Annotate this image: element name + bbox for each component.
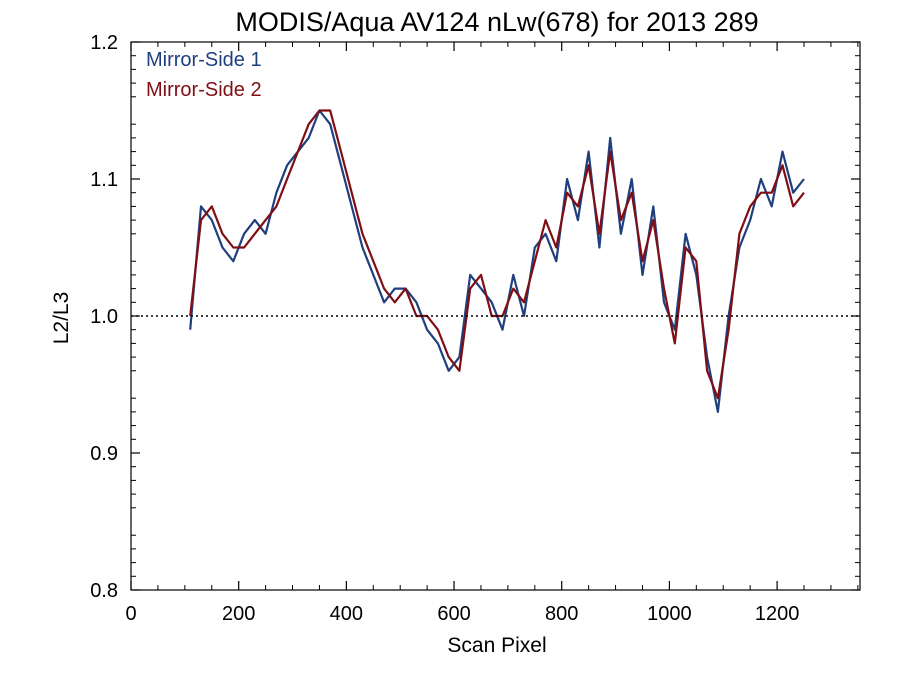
- y-axis-title: L2/L3: [50, 292, 73, 345]
- y-tick-label: 0.8: [90, 580, 118, 602]
- y-tick-label: 1.1: [90, 169, 118, 191]
- x-tick-label: 600: [437, 603, 470, 625]
- x-tick-label: 0: [125, 603, 136, 625]
- x-tick-label: 1200: [755, 603, 800, 625]
- x-axis-title: Scan Pixel: [447, 634, 546, 657]
- axis-tick-labels: 0 200 400 600 800 1000 1200 0.8 0.9 1.0 1.1 1.2: [90, 32, 799, 625]
- x-tick-label: 800: [545, 603, 578, 625]
- legend-entry-mirror-side-2: Mirror-Side 2: [146, 79, 262, 101]
- legend-entry-mirror-side-1: Mirror-Side 1: [146, 49, 262, 71]
- y-tick-label: 1.0: [90, 306, 118, 328]
- y-tick-label: 0.9: [90, 443, 118, 465]
- x-tick-label: 200: [222, 603, 255, 625]
- series-line-2: [189, 109, 805, 400]
- legend: Mirror-Side 1 Mirror-Side 2: [146, 49, 262, 101]
- y-tick-label: 1.2: [90, 32, 118, 54]
- axis-ticks: [130, 41, 860, 591]
- x-tick-label: 1000: [647, 603, 692, 625]
- series-line-1: [189, 109, 805, 413]
- plot-lines: [189, 109, 805, 413]
- x-tick-label: 400: [330, 603, 363, 625]
- chart-title: MODIS/Aqua AV124 nLw(678) for 2013 289: [235, 7, 758, 37]
